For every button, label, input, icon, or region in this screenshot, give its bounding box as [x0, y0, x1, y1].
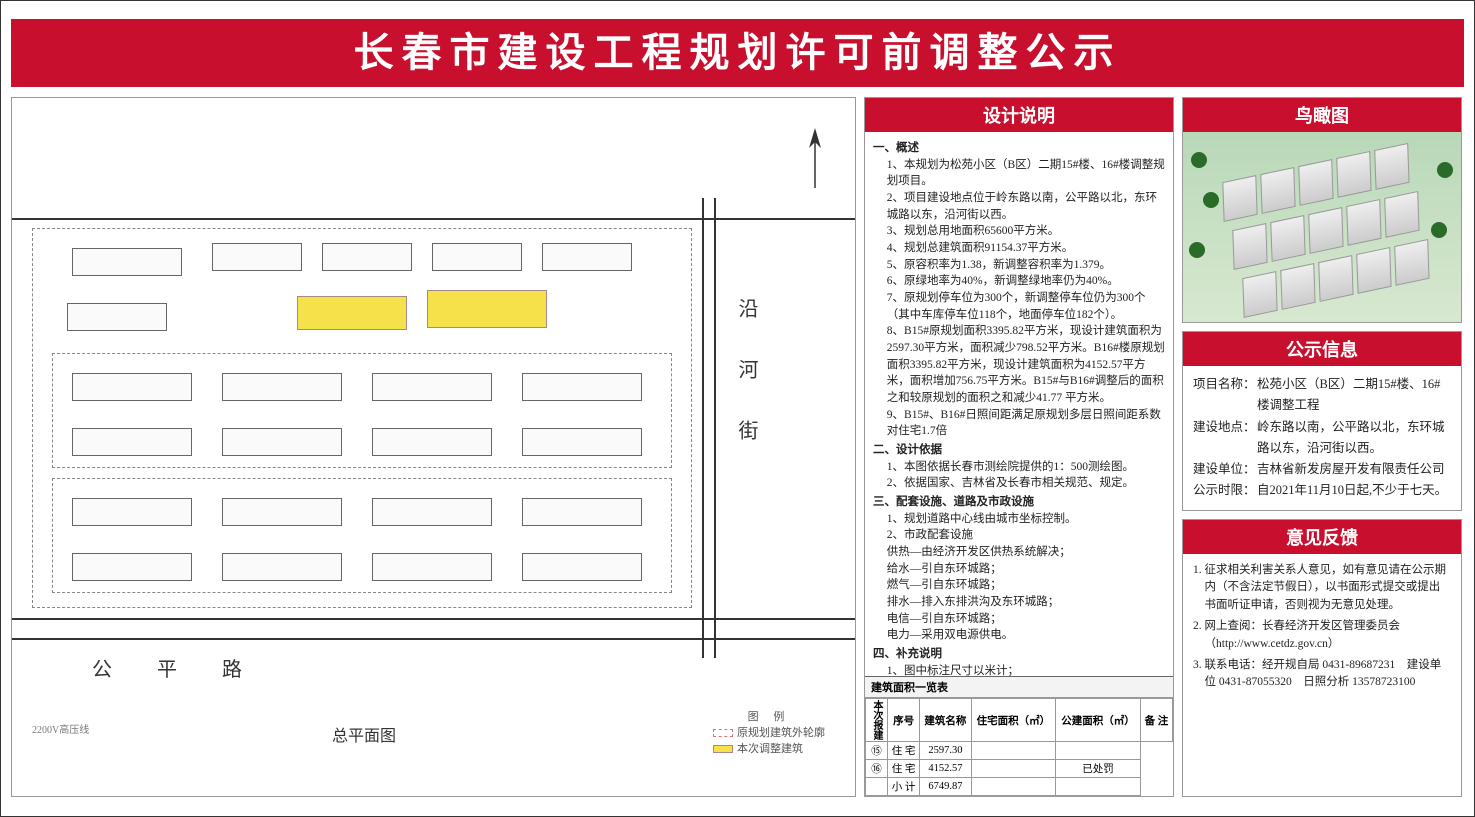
design-item: 1、规划道路中心线由城市坐标控制。 — [873, 511, 1165, 528]
north-arrow-icon — [805, 128, 825, 188]
feedback-item: 2. 网上查阅：长春经济开发区管理委员会（http://www.cetdz.go… — [1193, 618, 1451, 654]
hv-line-note: 2200V高压线 — [32, 721, 89, 736]
plan-legend: 图 例 原规划建筑外轮廓 本次调整建筑 — [713, 708, 825, 756]
design-section-heading: 三、配套设施、道路及市政设施 — [873, 494, 1165, 511]
design-item: 1、本规划为松苑小区（B区）二期15#楼、16#楼调整规划项目。 — [873, 157, 1165, 190]
area-table-cell: ⑮ — [866, 742, 888, 760]
design-item: 3、规划总用地面积65600平方米。 — [873, 223, 1165, 240]
design-item: 电信—引自东环城路； — [873, 611, 1165, 628]
road-east-label: 沿 河 街 — [732, 298, 761, 458]
area-table-header: 住宅面积（㎡） — [971, 699, 1056, 742]
design-item: 5、原容积率为1.38，新调整容积率为1.379。 — [873, 257, 1165, 274]
area-table: 建筑面积一览表 本次报建序号建筑名称住宅面积（㎡）公建面积（㎡）备 注 ⑮住 宅… — [865, 676, 1173, 796]
feedback-title: 意见反馈 — [1183, 520, 1461, 554]
publicity-row: 项目名称：松苑小区（B区）二期15#楼、16#楼调整工程 — [1193, 374, 1451, 417]
design-item: 给水—引自东环城路； — [873, 561, 1165, 578]
publicity-key: 公示时限： — [1193, 480, 1257, 501]
area-table-cell — [1056, 742, 1141, 760]
publicity-value: 松苑小区（B区）二期15#楼、16#楼调整工程 — [1257, 374, 1451, 417]
publicity-key: 建设单位： — [1193, 459, 1257, 480]
plan-caption: 总平面图 — [332, 722, 396, 746]
area-table-cell: 住 宅 — [888, 760, 920, 778]
bldg-15-highlight — [297, 296, 407, 330]
design-item: 9、B15#、B16#日照间距满足原规划多层日照间距系数对住宅1.7倍 — [873, 407, 1165, 440]
birdview-panel: 鸟瞰图 — [1182, 97, 1462, 323]
design-section-heading: 一、概述 — [873, 140, 1165, 157]
publicity-value: 岭东路以南，公平路以北，东环城路以东，沿河街以西。 — [1257, 417, 1451, 460]
publicity-value: 吉林省新发房屋开发有限责任公司 — [1257, 459, 1451, 480]
publicity-title: 公示信息 — [1183, 332, 1461, 366]
area-table-cell — [971, 742, 1056, 760]
design-item: 7、原规划停车位为300个，新调整停车位仍为300个（其中车库停车位118个，地… — [873, 290, 1165, 323]
design-item: 1、本图依据长春市测绘院提供的1：500测绘图。 — [873, 459, 1165, 476]
design-item: 2、依据国家、吉林省及长春市相关规范、规定。 — [873, 475, 1165, 492]
area-table-header: 序号 — [888, 699, 920, 742]
publicity-panel: 公示信息 项目名称：松苑小区（B区）二期15#楼、16#楼调整工程建设地点：岭东… — [1182, 331, 1462, 511]
area-table-header: 公建面积（㎡） — [1056, 699, 1141, 742]
publicity-row: 公示时限：自2021年11月10日起,不少于七天。 — [1193, 480, 1451, 501]
birdview-title: 鸟瞰图 — [1183, 98, 1461, 132]
area-table-header: 备 注 — [1140, 699, 1172, 742]
design-item: 燃气—引自东环城路； — [873, 577, 1165, 594]
table-row: ⑮住 宅2597.30 — [866, 742, 1173, 760]
area-table-cell: 6749.87 — [920, 778, 971, 796]
bldg-16-highlight — [427, 290, 547, 328]
area-table-cell: 住 宅 — [888, 742, 920, 760]
publicity-row: 建设地点：岭东路以南，公平路以北，东环城路以东，沿河街以西。 — [1193, 417, 1451, 460]
area-table-cell: 4152.57 — [920, 760, 971, 778]
design-item: 电力—采用双电源供电。 — [873, 627, 1165, 644]
design-item: 8、B15#原规划面积3395.82平方米，现设计建筑面积为2597.30平方米… — [873, 323, 1165, 406]
design-section-heading: 四、补充说明 — [873, 646, 1165, 663]
design-title: 设计说明 — [865, 98, 1173, 132]
area-table-cell: 2597.30 — [920, 742, 971, 760]
area-table-cell: 已处罚 — [1056, 760, 1141, 778]
design-item: 1、图中标注尺寸以米计； — [873, 663, 1165, 676]
design-notes-panel: 设计说明 一、概述1、本规划为松苑小区（B区）二期15#楼、16#楼调整规划项目… — [864, 97, 1174, 797]
area-table-cell — [971, 760, 1056, 778]
publicity-value: 自2021年11月10日起,不少于七天。 — [1257, 480, 1451, 501]
publicity-row: 建设单位：吉林省新发房屋开发有限责任公司 — [1193, 459, 1451, 480]
birdview-image — [1183, 132, 1461, 322]
area-table-cell: ⑯ — [866, 760, 888, 778]
publicity-key: 建设地点： — [1193, 417, 1257, 460]
design-item: 供热—由经济开发区供热系统解决； — [873, 544, 1165, 561]
design-item: 排水—排入东排洪沟及东环城路； — [873, 594, 1165, 611]
page-title: 长春市建设工程规划许可前调整公示 — [11, 19, 1464, 87]
area-table-cell: 小 计 — [888, 778, 920, 796]
area-table-cell — [1056, 778, 1141, 796]
feedback-panel: 意见反馈 1. 征求相关利害关系人意见，如有意见请在公示期内（不含法定节假日），… — [1182, 519, 1462, 798]
table-row: 小 计6749.87 — [866, 778, 1173, 796]
area-table-header: 建筑名称 — [920, 699, 971, 742]
road-south-label: 公 平 路 — [92, 653, 262, 682]
table-row: ⑯住 宅4152.57 已处罚 — [866, 760, 1173, 778]
feedback-item: 3. 联系电话：经开规自局 0431-89687231 建设单位 0431-87… — [1193, 657, 1451, 693]
design-item: 6、原绿地率为40%，新调整绿地率仍为40%。 — [873, 273, 1165, 290]
design-item: 2、市政配套设施 — [873, 527, 1165, 544]
site-plan-panel: 公 平 路 沿 河 街 总平面图 2200V高压线 图 例 原规划建筑外轮廓 本… — [11, 97, 856, 797]
design-item: 4、规划总建筑面积91154.37平方米。 — [873, 240, 1165, 257]
design-item: 2、项目建设地点位于岭东路以南，公平路以北，东环城路以东，沿河街以西。 — [873, 190, 1165, 223]
design-section-heading: 二、设计依据 — [873, 442, 1165, 459]
publicity-key: 项目名称： — [1193, 374, 1257, 417]
feedback-item: 1. 征求相关利害关系人意见，如有意见请在公示期内（不含法定节假日），以书面形式… — [1193, 562, 1451, 615]
area-table-group: 本次报建 — [866, 699, 888, 742]
area-table-cell — [866, 778, 888, 796]
area-table-cell — [971, 778, 1056, 796]
